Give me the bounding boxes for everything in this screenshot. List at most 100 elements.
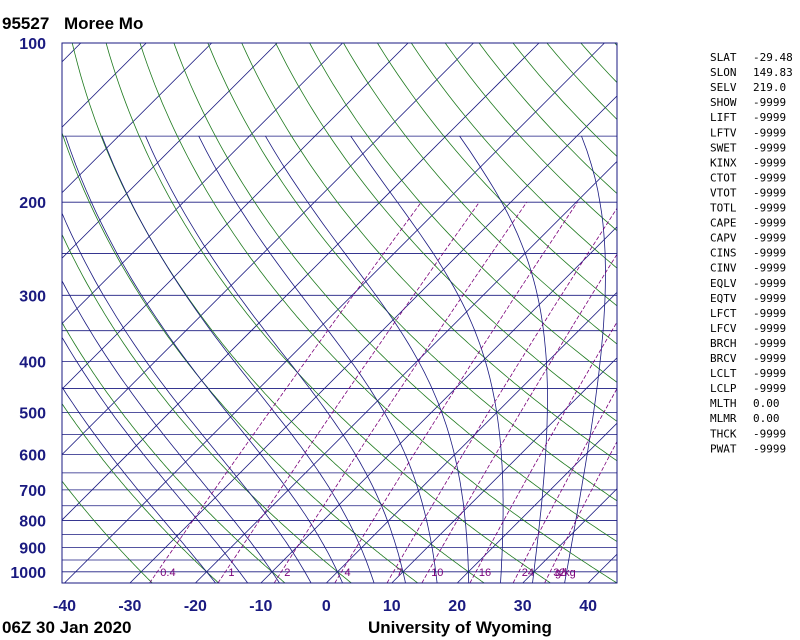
isotherm-line [0, 43, 15, 583]
index-value: -9999 [753, 202, 786, 215]
index-key: SLON [710, 66, 737, 79]
isotherm-line [129, 95, 617, 583]
isotherm-line [62, 43, 278, 259]
dry-adiabat-line [478, 43, 617, 195]
moist-adiabat-line [564, 135, 606, 583]
index-key: PWAT [710, 442, 737, 455]
plot-frame [61, 42, 618, 584]
index-key: SLAT [710, 51, 737, 64]
index-key: LCLP [710, 382, 737, 395]
moist-adiabat-line [198, 135, 438, 583]
mixing-ratio-label: 2 [284, 567, 290, 579]
moist-adiabat-line [265, 135, 470, 583]
index-key: CAPE [710, 217, 737, 230]
mixing-ratio-line [334, 201, 578, 583]
dry-adiabat-line [241, 43, 617, 462]
isotherm-line [62, 43, 540, 521]
dry-adiabat-line [377, 43, 617, 307]
moist-adiabat-line [350, 135, 504, 583]
pressure-tick-label: 200 [19, 195, 46, 212]
index-value: 219.0 [753, 81, 786, 94]
dry-adiabat-line [207, 43, 617, 502]
index-value: -9999 [753, 322, 786, 335]
isotherm-line [62, 43, 343, 325]
pressure-tick-label: 900 [19, 541, 46, 558]
isotherm-line [62, 43, 212, 194]
index-key: BRCV [710, 352, 737, 365]
pressure-tick-label: 500 [19, 406, 46, 423]
index-key: TOTL [710, 202, 737, 215]
index-key: VTOT [710, 187, 737, 200]
plot-lines [0, 43, 617, 583]
index-value: -9999 [753, 156, 786, 169]
temperature-tick-label: 10 [383, 598, 401, 615]
moist-adiabat-line [145, 135, 406, 583]
index-value: -9999 [753, 337, 786, 350]
moist-adiabat-line [65, 135, 343, 583]
isotherm-line [391, 357, 617, 583]
mixing-ratio-label: 16 [479, 567, 491, 579]
index-value: -9999 [753, 247, 786, 260]
pressure-tick-label: 600 [19, 448, 46, 465]
index-key: EQLV [710, 277, 737, 290]
index-key: EQTV [710, 292, 737, 305]
index-value: 0.00 [753, 412, 780, 425]
index-value: -9999 [753, 126, 786, 139]
index-key: CINV [710, 262, 737, 275]
dry-adiabat-line [343, 43, 617, 345]
index-value: -9999 [753, 427, 786, 440]
index-key: LFTV [710, 126, 737, 139]
indices-panel: SLAT -29.48 SLON 149.83 SELV 219.0 SHOW -9999 LI… [710, 51, 793, 455]
isotherm-line [456, 422, 617, 583]
dry-adiabat-line [62, 321, 286, 583]
temperature-axis: -40 -30 -20 -10 0 10 20 30 40 [53, 598, 597, 615]
isotherm-line [326, 291, 617, 583]
mixing-ratio-unit: g/kg [555, 567, 576, 579]
dry-adiabat-line [139, 43, 617, 583]
moist-adiabat-line [62, 279, 280, 583]
dry-adiabat-line [62, 233, 352, 583]
pressure-tick-label: 700 [19, 483, 46, 500]
mixing-ratio-line [273, 201, 528, 583]
index-value: -9999 [753, 262, 786, 275]
isotherm-line [64, 43, 605, 583]
pressure-tick-label: 1000 [10, 565, 46, 582]
index-key: SELV [710, 81, 737, 94]
pressure-tick-label: 100 [19, 36, 46, 53]
temperature-tick-label: -10 [249, 598, 272, 615]
mixing-ratio-label: 7 [397, 567, 403, 579]
pressure-tick-label: 400 [19, 354, 46, 371]
index-key: SWET [710, 141, 737, 154]
index-key: THCK [710, 427, 737, 440]
isotherm-line [62, 43, 409, 390]
isotherm-line [522, 488, 617, 583]
station-id: 95527 [2, 14, 49, 33]
dry-adiabat-line [173, 43, 617, 543]
isotherm-line [62, 43, 82, 63]
index-key: LCLT [710, 367, 737, 380]
dry-adiabat-line [275, 43, 617, 422]
data-source: University of Wyoming [368, 618, 552, 637]
moist-adiabat-line [62, 336, 249, 583]
index-key: BRCH [710, 337, 737, 350]
index-value: -9999 [753, 367, 786, 380]
index-value: -9999 [753, 232, 786, 245]
index-value: -9999 [753, 171, 786, 184]
moist-adiabat-line [62, 212, 312, 583]
isotherm-line [195, 160, 617, 583]
index-value: -9999 [753, 141, 786, 154]
mixing-ratio-label: 1 [228, 567, 234, 579]
index-key: CTOT [710, 171, 737, 184]
temperature-tick-label: -40 [53, 598, 76, 615]
index-value: -9999 [753, 111, 786, 124]
mixing-ratio-line [386, 207, 617, 583]
temperature-tick-label: -30 [118, 598, 141, 615]
index-key: SHOW [710, 96, 737, 109]
dry-adiabat-line [309, 43, 617, 383]
index-value: -9999 [753, 382, 786, 395]
index-key: CINS [710, 247, 737, 260]
index-key: KINX [710, 156, 737, 169]
index-value: -9999 [753, 217, 786, 230]
mixing-ratio-label: 24 [522, 567, 534, 579]
